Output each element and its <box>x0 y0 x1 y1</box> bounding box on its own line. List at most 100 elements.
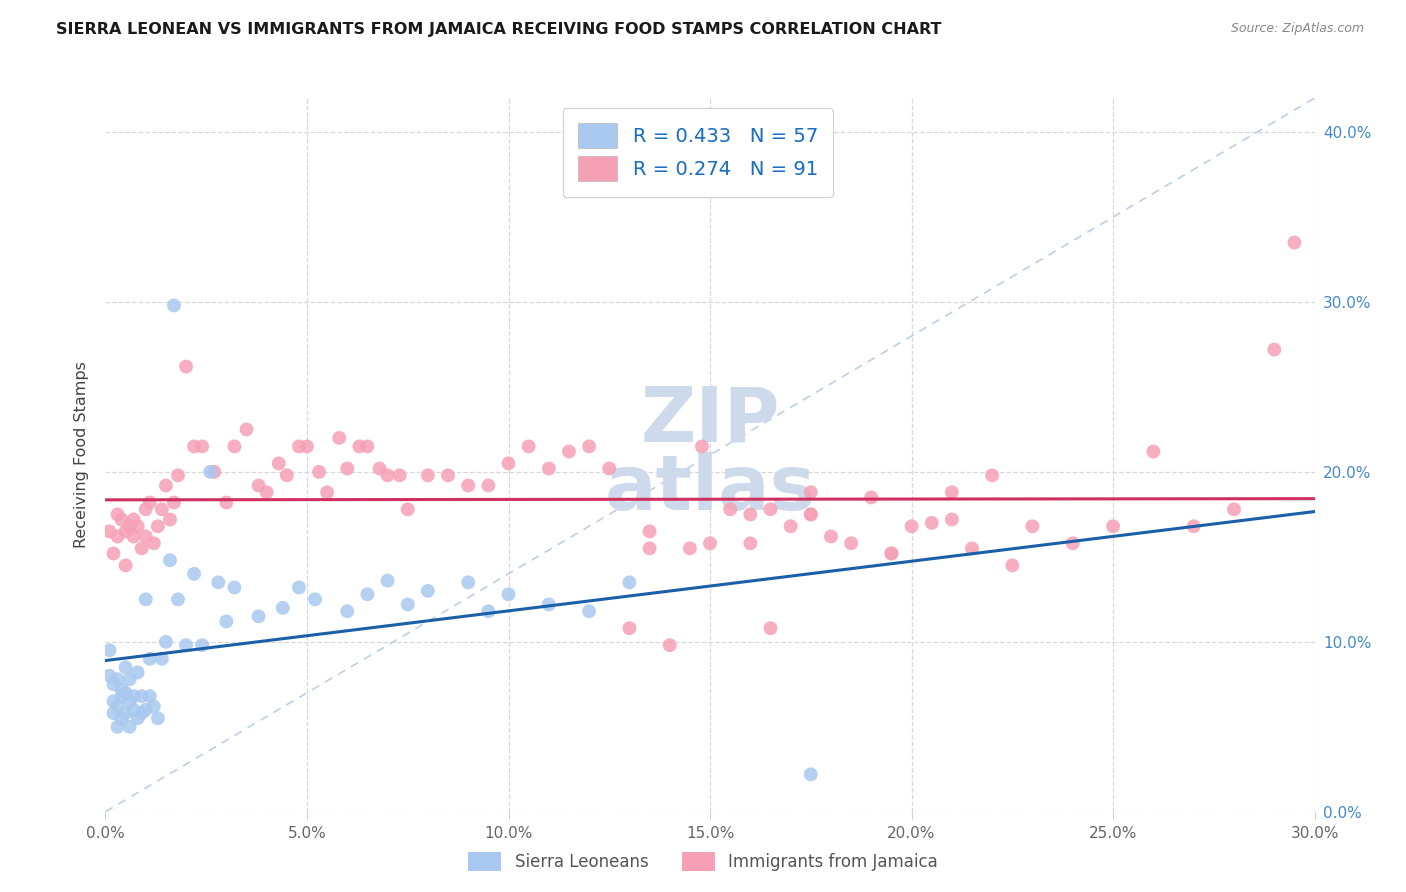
Point <box>295 439 318 453</box>
Point <box>114 686 136 700</box>
Point <box>118 694 141 708</box>
Text: SIERRA LEONEAN VS IMMIGRANTS FROM JAMAICA RECEIVING FOOD STAMPS CORRELATION CHAR: SIERRA LEONEAN VS IMMIGRANTS FROM JAMAIC… <box>56 22 942 37</box>
Point <box>118 672 141 686</box>
Point <box>174 359 197 374</box>
Point <box>396 598 419 612</box>
Point <box>163 298 186 312</box>
Point <box>377 468 399 483</box>
Point <box>377 574 399 588</box>
Point <box>159 512 181 526</box>
Point <box>146 711 169 725</box>
Point <box>167 592 190 607</box>
Point <box>779 519 801 533</box>
Point <box>122 512 145 526</box>
Point <box>336 461 359 475</box>
Point <box>1182 519 1205 533</box>
Point <box>288 439 311 453</box>
Point <box>107 699 129 714</box>
Point <box>839 536 862 550</box>
Point <box>135 502 157 516</box>
Point <box>235 422 257 436</box>
Point <box>638 541 661 556</box>
Point <box>558 444 581 458</box>
Point <box>122 529 145 543</box>
Text: ZIP
atlas: ZIP atlas <box>605 384 815 526</box>
Point <box>110 512 132 526</box>
Point <box>215 615 238 629</box>
Point <box>880 546 903 560</box>
Point <box>820 529 842 543</box>
Point <box>578 604 600 618</box>
Point <box>457 478 479 492</box>
Point <box>900 519 922 533</box>
Point <box>537 598 560 612</box>
Point <box>388 468 411 483</box>
Point <box>215 495 238 509</box>
Point <box>328 431 350 445</box>
Point <box>759 621 782 635</box>
Point <box>114 558 136 573</box>
Point <box>800 508 823 522</box>
Point <box>200 465 222 479</box>
Point <box>159 553 181 567</box>
Point <box>800 508 823 522</box>
Point <box>740 508 762 522</box>
Point <box>135 703 157 717</box>
Point <box>131 706 153 721</box>
Point <box>267 457 290 471</box>
Point <box>110 711 132 725</box>
Point <box>1284 235 1306 250</box>
Point <box>135 592 157 607</box>
Point <box>118 519 141 533</box>
Point <box>981 468 1004 483</box>
Point <box>107 720 129 734</box>
Point <box>941 512 963 526</box>
Point <box>247 478 270 492</box>
Point <box>316 485 339 500</box>
Point <box>155 478 177 492</box>
Point <box>107 529 129 543</box>
Point <box>690 439 713 453</box>
Point <box>131 689 153 703</box>
Point <box>110 682 132 697</box>
Point <box>191 638 214 652</box>
Point <box>224 439 246 453</box>
Point <box>638 524 661 539</box>
Point <box>276 468 298 483</box>
Text: Source: ZipAtlas.com: Source: ZipAtlas.com <box>1230 22 1364 36</box>
Point <box>142 536 165 550</box>
Point <box>103 706 125 721</box>
Point <box>759 502 782 516</box>
Point <box>191 439 214 453</box>
Point <box>288 581 311 595</box>
Point <box>800 485 823 500</box>
Point <box>619 621 641 635</box>
Point <box>207 575 229 590</box>
Point <box>860 491 883 505</box>
Point <box>477 604 499 618</box>
Point <box>740 536 762 550</box>
Point <box>127 519 149 533</box>
Point <box>356 587 378 601</box>
Point <box>167 468 190 483</box>
Point <box>1142 444 1164 458</box>
Point <box>578 439 600 453</box>
Point <box>142 699 165 714</box>
Point <box>1001 558 1024 573</box>
Point <box>517 439 540 453</box>
Point <box>498 457 520 471</box>
Point <box>174 638 197 652</box>
Y-axis label: Receiving Food Stamps: Receiving Food Stamps <box>75 361 90 549</box>
Point <box>437 468 460 483</box>
Point <box>368 461 391 475</box>
Point <box>131 541 153 556</box>
Point <box>122 703 145 717</box>
Point <box>699 536 721 550</box>
Legend: R = 0.433   N = 57, R = 0.274   N = 91: R = 0.433 N = 57, R = 0.274 N = 91 <box>562 108 834 197</box>
Point <box>247 609 270 624</box>
Point <box>880 546 903 560</box>
Point <box>921 516 943 530</box>
Point <box>118 720 141 734</box>
Point <box>103 677 125 691</box>
Point <box>349 439 371 453</box>
